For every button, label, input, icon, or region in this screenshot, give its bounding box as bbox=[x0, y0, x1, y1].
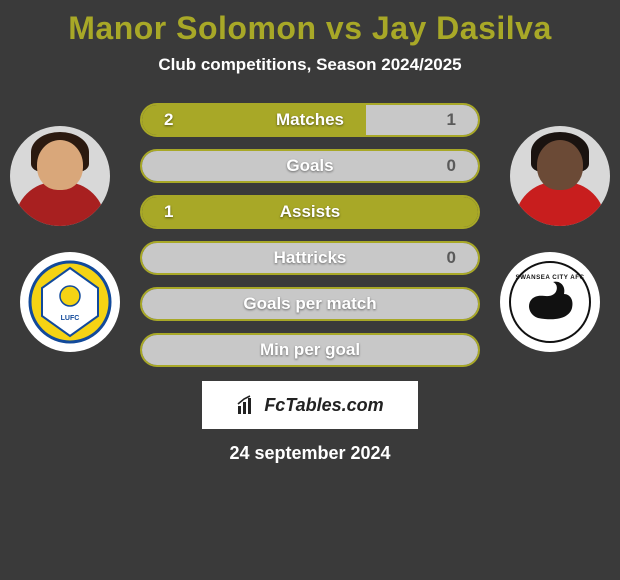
svg-text:SWANSEA CITY AFC: SWANSEA CITY AFC bbox=[516, 274, 585, 281]
player-right-avatar bbox=[510, 126, 610, 226]
stat-row: Matches2 1 bbox=[140, 103, 480, 137]
stat-row: Min per goal bbox=[140, 333, 480, 367]
swansea-crest-icon: SWANSEA CITY AFC bbox=[508, 260, 592, 344]
page-title: Manor Solomon vs Jay Dasilva bbox=[0, 10, 620, 47]
avatar-head bbox=[37, 140, 83, 190]
person-silhouette bbox=[510, 126, 610, 226]
watermark-text: FcTables.com bbox=[264, 395, 383, 416]
svg-text:LUFC: LUFC bbox=[61, 315, 80, 322]
stat-label: Hattricks bbox=[142, 243, 478, 273]
date-text: 24 september 2024 bbox=[0, 443, 620, 464]
stat-label: Min per goal bbox=[142, 335, 478, 365]
stat-row: Goals0 bbox=[140, 149, 480, 183]
stat-value-right: 1 bbox=[447, 105, 456, 135]
stat-rows: Matches21Goals0Assists1Hattricks0Goals p… bbox=[140, 103, 480, 367]
stat-label: Goals bbox=[142, 151, 478, 181]
player-left-avatar bbox=[10, 126, 110, 226]
avatar-head bbox=[537, 140, 583, 190]
leeds-crest-icon: LUFC bbox=[28, 260, 112, 344]
infographic-container: Manor Solomon vs Jay Dasilva Club compet… bbox=[0, 0, 620, 580]
club-left-crest: LUFC bbox=[20, 252, 120, 352]
stat-label: Matches bbox=[142, 105, 478, 135]
stat-value-left: 1 bbox=[164, 197, 173, 227]
subtitle: Club competitions, Season 2024/2025 bbox=[0, 55, 620, 75]
stat-value-left: 2 bbox=[164, 105, 173, 135]
watermark-badge: FcTables.com bbox=[202, 381, 418, 429]
person-silhouette bbox=[10, 126, 110, 226]
stat-row: Assists1 bbox=[140, 195, 480, 229]
chart-icon bbox=[236, 394, 258, 416]
stat-label: Goals per match bbox=[142, 289, 478, 319]
stat-value-right: 0 bbox=[447, 151, 456, 181]
stat-row: Hattricks0 bbox=[140, 241, 480, 275]
stat-value-right: 0 bbox=[447, 243, 456, 273]
stat-label: Assists bbox=[142, 197, 478, 227]
club-right-crest: SWANSEA CITY AFC bbox=[500, 252, 600, 352]
stat-row: Goals per match bbox=[140, 287, 480, 321]
